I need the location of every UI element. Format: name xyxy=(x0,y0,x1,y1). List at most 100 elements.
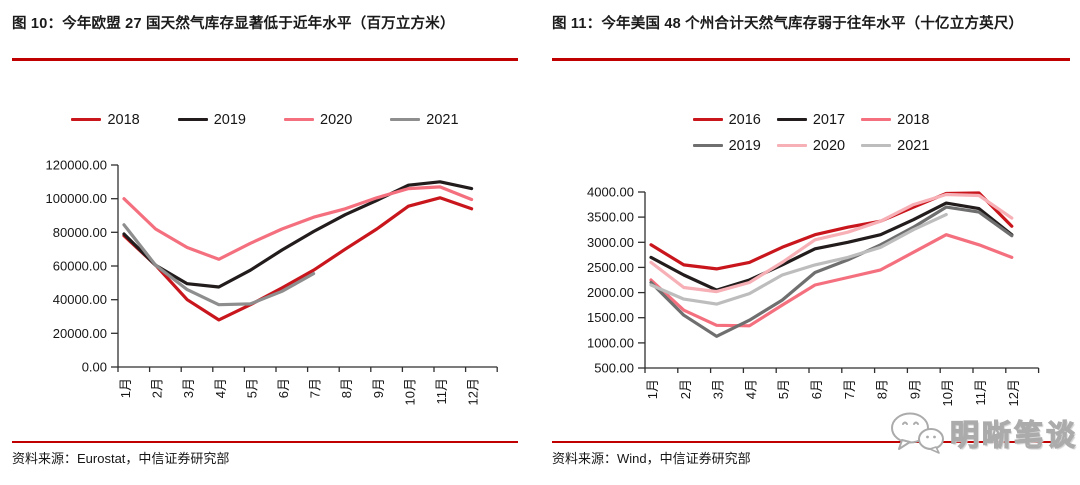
figure-11-source: 资料来源：Wind，中信证券研究部 xyxy=(552,451,751,466)
series-line-2021 xyxy=(122,222,316,306)
svg-text:2500.00: 2500.00 xyxy=(587,259,634,274)
legend-label: 2017 xyxy=(812,111,846,128)
svg-text:60000.00: 60000.00 xyxy=(53,258,107,273)
watermark-text: 明晰笔谈 xyxy=(949,419,1078,452)
legend-row: 2018 2019 2020 2021 xyxy=(12,107,518,133)
legend-item-2018: 2018 xyxy=(71,111,140,128)
legend-swatch-2017 xyxy=(776,117,807,122)
legend-swatch-2018 xyxy=(71,117,102,122)
series-line-2020 xyxy=(122,184,474,261)
series-line-2018 xyxy=(122,195,474,321)
svg-text:10月: 10月 xyxy=(940,379,955,406)
svg-text:8月: 8月 xyxy=(339,378,354,398)
svg-text:6月: 6月 xyxy=(276,378,291,398)
svg-text:40000.00: 40000.00 xyxy=(53,292,107,307)
series-line-2018 xyxy=(649,232,1014,327)
svg-text:1500.00: 1500.00 xyxy=(587,310,634,325)
legend-label: 2021 xyxy=(426,111,459,128)
svg-text:3000.00: 3000.00 xyxy=(587,234,634,249)
figure-10-chart: 0.00 20000.00 40000.00 60000.00 80000.00 1000… xyxy=(12,133,518,428)
svg-text:8月: 8月 xyxy=(875,379,890,399)
figure-10-title: 图 10：今年欧盟 27 国天然气库存显著低于近年水平（百万立方米） xyxy=(12,16,455,32)
series-line-2019 xyxy=(122,179,474,289)
legend-swatch-2021 xyxy=(861,143,892,148)
figure-10-panel: 图 10：今年欧盟 27 国天然气库存显著低于近年水平（百万立方米） 2018 2… xyxy=(12,16,518,467)
legend-item-2021: 2021 xyxy=(861,138,929,154)
svg-text:1000.00: 1000.00 xyxy=(587,335,634,350)
figure-11-title: 图 11：今年美国 48 个州合计天然气库存弱于往年水平（十亿立方英尺） xyxy=(552,16,1024,32)
legend-item-2019: 2019 xyxy=(177,111,246,128)
svg-text:9月: 9月 xyxy=(371,378,386,398)
svg-text:100000.00: 100000.00 xyxy=(46,191,107,206)
legend-swatch-2018 xyxy=(861,117,892,122)
svg-text:3月: 3月 xyxy=(181,378,196,398)
svg-text:1月: 1月 xyxy=(118,378,133,398)
svg-text:4月: 4月 xyxy=(213,378,228,398)
legend-swatch-2020 xyxy=(776,143,807,148)
figure-11-legend: 2016 2017 2018 2019 2020 2021 xyxy=(552,107,1070,159)
figure-10-legend: 2018 2019 2020 2021 xyxy=(12,107,518,133)
figure-10-source: 资料来源：Eurostat，中信证券研究部 xyxy=(12,451,230,466)
legend-label: 2018 xyxy=(897,111,930,128)
legend-label: 2018 xyxy=(107,111,140,128)
svg-text:3月: 3月 xyxy=(711,379,726,399)
watermark: 明晰笔谈 xyxy=(890,411,1078,455)
svg-text:120000.00: 120000.00 xyxy=(46,157,107,172)
svg-text:5月: 5月 xyxy=(776,379,791,399)
chart-svg-0: 0.00 20000.00 40000.00 60000.00 80000.00 1000… xyxy=(46,157,498,405)
legend-swatch-2021 xyxy=(390,117,421,122)
legend-label: 2020 xyxy=(320,111,353,128)
chart-svg-1: 500.00 1000.00 1500.00 2000.00 2500.00 3000.0… xyxy=(587,184,1040,406)
legend-row: 2019 2020 2021 xyxy=(552,133,1070,159)
figure-10-footer: 资料来源：Eurostat，中信证券研究部 xyxy=(12,441,518,467)
svg-text:0.00: 0.00 xyxy=(82,359,107,374)
legend-swatch-2016 xyxy=(692,117,723,122)
svg-text:2000.00: 2000.00 xyxy=(587,285,634,300)
legend-item-2021: 2021 xyxy=(390,111,459,128)
svg-text:20000.00: 20000.00 xyxy=(53,325,107,340)
svg-text:6月: 6月 xyxy=(809,379,824,399)
svg-text:2月: 2月 xyxy=(678,379,693,399)
legend-swatch-2020 xyxy=(284,117,314,122)
legend-swatch-2019 xyxy=(692,143,723,148)
svg-text:3500.00: 3500.00 xyxy=(587,209,634,224)
svg-text:80000.00: 80000.00 xyxy=(53,224,107,239)
legend-label: 2019 xyxy=(213,111,246,128)
svg-text:1月: 1月 xyxy=(645,379,660,399)
legend-item-2019: 2019 xyxy=(692,137,761,154)
svg-text:500.00: 500.00 xyxy=(594,360,634,375)
svg-text:9月: 9月 xyxy=(907,379,922,399)
series-line-2021 xyxy=(649,212,948,306)
legend-item-2018: 2018 xyxy=(861,112,929,128)
svg-text:5月: 5月 xyxy=(244,378,259,398)
figure-11-title-rule xyxy=(552,58,1070,61)
svg-text:11月: 11月 xyxy=(973,379,988,406)
figure-10-title-rule xyxy=(12,58,518,61)
svg-text:4000.00: 4000.00 xyxy=(587,184,634,199)
legend-label: 2019 xyxy=(728,137,761,154)
figure-11-chart: 500.00 1000.00 1500.00 2000.00 2500.00 3000.0… xyxy=(552,159,1070,428)
series-line-2020 xyxy=(649,192,1014,293)
series-line-2019 xyxy=(649,205,1014,338)
svg-text:7月: 7月 xyxy=(308,378,323,398)
legend-label: 2020 xyxy=(812,137,846,154)
wechat-icon xyxy=(890,412,944,454)
legend-row: 2016 2017 2018 xyxy=(552,107,1070,133)
figure-11-panel: 图 11：今年美国 48 个州合计天然气库存弱于往年水平（十亿立方英尺） 201… xyxy=(540,0,1080,485)
svg-text:4月: 4月 xyxy=(743,379,758,399)
legend-label: 2016 xyxy=(728,111,761,128)
legend-item-2020: 2020 xyxy=(776,137,846,154)
legend-item-2016: 2016 xyxy=(692,111,761,128)
svg-text:12月: 12月 xyxy=(1006,379,1021,406)
figure-11-footer-rule xyxy=(552,441,1070,443)
legend-swatch-2019 xyxy=(177,117,208,122)
figure-11-footer: 资料来源：Wind，中信证券研究部 xyxy=(552,441,1070,467)
legend-item-2020: 2020 xyxy=(284,112,352,128)
svg-text:7月: 7月 xyxy=(842,379,857,399)
svg-text:11月: 11月 xyxy=(434,378,449,405)
svg-text:10月: 10月 xyxy=(402,378,417,405)
svg-text:12月: 12月 xyxy=(466,378,481,405)
svg-text:2月: 2月 xyxy=(150,378,165,398)
legend-label: 2021 xyxy=(897,137,930,154)
